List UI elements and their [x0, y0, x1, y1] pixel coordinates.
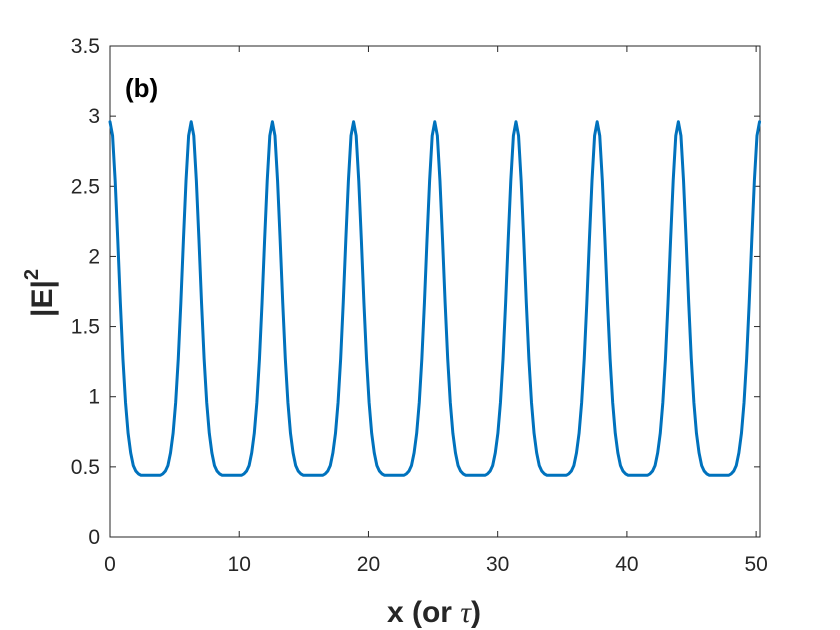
x-tick-label: 30 [486, 553, 509, 576]
y-tick-label: 2.5 [71, 175, 100, 198]
y-tick-label: 3.5 [71, 35, 100, 58]
y-tick-label: 1.5 [71, 316, 100, 339]
panel-label: (b) [125, 73, 158, 103]
series-line-intensity [108, 120, 762, 477]
x-axis-label: x (or τ) [387, 596, 481, 629]
x-tick-label: 20 [357, 553, 380, 576]
x-tick-label: 10 [228, 553, 251, 576]
plot-area: 0 10 20 30 40 50 0 0.5 1 1.5 2 2.5 3 3.5 [71, 35, 768, 576]
y-tick-label: 3 [88, 105, 100, 128]
y-axis-label: |E|2 [21, 269, 59, 317]
y-axis-ticks: 0 0.5 1 1.5 2 2.5 3 3.5 [71, 35, 760, 549]
y-tick-label: 0.5 [71, 456, 100, 479]
x-tick-label: 0 [104, 553, 116, 576]
x-axis-ticks: 0 10 20 30 40 50 [104, 46, 768, 576]
y-tick-label: 1 [88, 386, 100, 409]
x-tick-label: 40 [615, 553, 638, 576]
y-tick-label: 0 [88, 526, 100, 549]
y-tick-label: 2 [88, 245, 100, 268]
axes-box [109, 45, 761, 538]
x-tick-label: 50 [744, 553, 767, 576]
